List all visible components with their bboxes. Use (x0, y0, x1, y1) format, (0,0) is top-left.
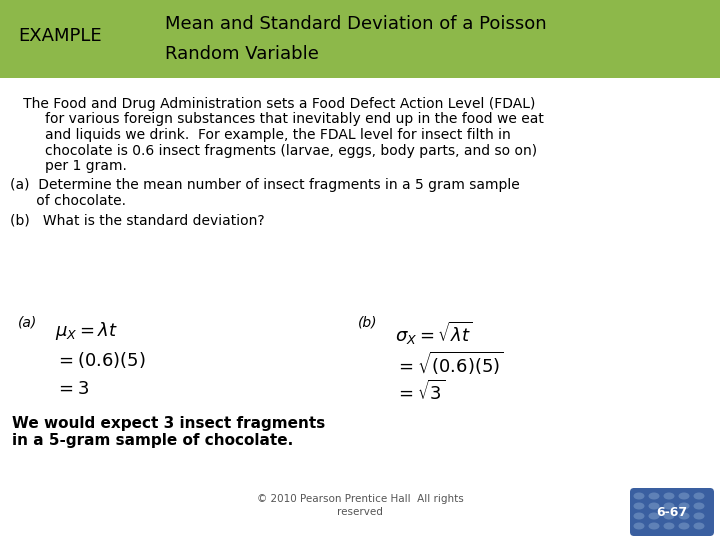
Ellipse shape (649, 512, 660, 519)
Ellipse shape (664, 492, 675, 500)
Text: EXAMPLE: EXAMPLE (18, 27, 102, 45)
Ellipse shape (634, 512, 644, 519)
Ellipse shape (693, 523, 704, 530)
Text: The Food and Drug Administration sets a Food Defect Action Level (FDAL): The Food and Drug Administration sets a … (10, 97, 536, 111)
Text: chocolate is 0.6 insect fragments (larvae, eggs, body parts, and so on): chocolate is 0.6 insect fragments (larva… (10, 144, 537, 158)
Ellipse shape (649, 492, 660, 500)
Ellipse shape (693, 503, 704, 510)
Ellipse shape (678, 492, 690, 500)
Ellipse shape (678, 503, 690, 510)
Text: © 2010 Pearson Prentice Hall  All rights: © 2010 Pearson Prentice Hall All rights (256, 494, 464, 504)
Text: $\sigma_X = \sqrt{\lambda t}$: $\sigma_X = \sqrt{\lambda t}$ (395, 320, 473, 347)
Text: 6-67: 6-67 (657, 505, 688, 518)
Text: reserved: reserved (337, 507, 383, 517)
Ellipse shape (649, 523, 660, 530)
Text: Mean and Standard Deviation of a Poisson: Mean and Standard Deviation of a Poisson (165, 15, 546, 33)
Text: (b)   What is the standard deviation?: (b) What is the standard deviation? (10, 213, 265, 227)
Ellipse shape (634, 492, 644, 500)
Text: Random Variable: Random Variable (165, 45, 319, 63)
Text: of chocolate.: of chocolate. (10, 194, 126, 208)
Text: in a 5-gram sample of chocolate.: in a 5-gram sample of chocolate. (12, 433, 293, 448)
Text: We would expect 3 insect fragments: We would expect 3 insect fragments (12, 416, 325, 431)
Ellipse shape (664, 512, 675, 519)
Ellipse shape (649, 503, 660, 510)
Ellipse shape (678, 523, 690, 530)
Text: (b): (b) (358, 315, 377, 329)
Text: $\mu_X = \lambda t$: $\mu_X = \lambda t$ (55, 320, 118, 342)
Ellipse shape (664, 503, 675, 510)
Ellipse shape (664, 523, 675, 530)
Text: $= (0.6)(5)$: $= (0.6)(5)$ (55, 350, 145, 370)
Text: per 1 gram.: per 1 gram. (10, 159, 127, 173)
Ellipse shape (678, 512, 690, 519)
Ellipse shape (693, 512, 704, 519)
Bar (0, 0, 720, 78)
Text: (a)  Determine the mean number of insect fragments in a 5 gram sample: (a) Determine the mean number of insect … (10, 179, 520, 192)
Ellipse shape (693, 492, 704, 500)
Text: $= \sqrt{(0.6)(5)}$: $= \sqrt{(0.6)(5)}$ (395, 350, 504, 377)
FancyBboxPatch shape (630, 488, 714, 536)
Text: and liquids we drink.  For example, the FDAL level for insect filth in: and liquids we drink. For example, the F… (10, 128, 510, 142)
Text: for various foreign substances that inevitably end up in the food we eat: for various foreign substances that inev… (10, 112, 544, 126)
Text: $= \sqrt{3}$: $= \sqrt{3}$ (395, 380, 446, 404)
Ellipse shape (634, 523, 644, 530)
Text: (a): (a) (18, 315, 37, 329)
Text: $= 3$: $= 3$ (55, 380, 89, 398)
Ellipse shape (634, 503, 644, 510)
